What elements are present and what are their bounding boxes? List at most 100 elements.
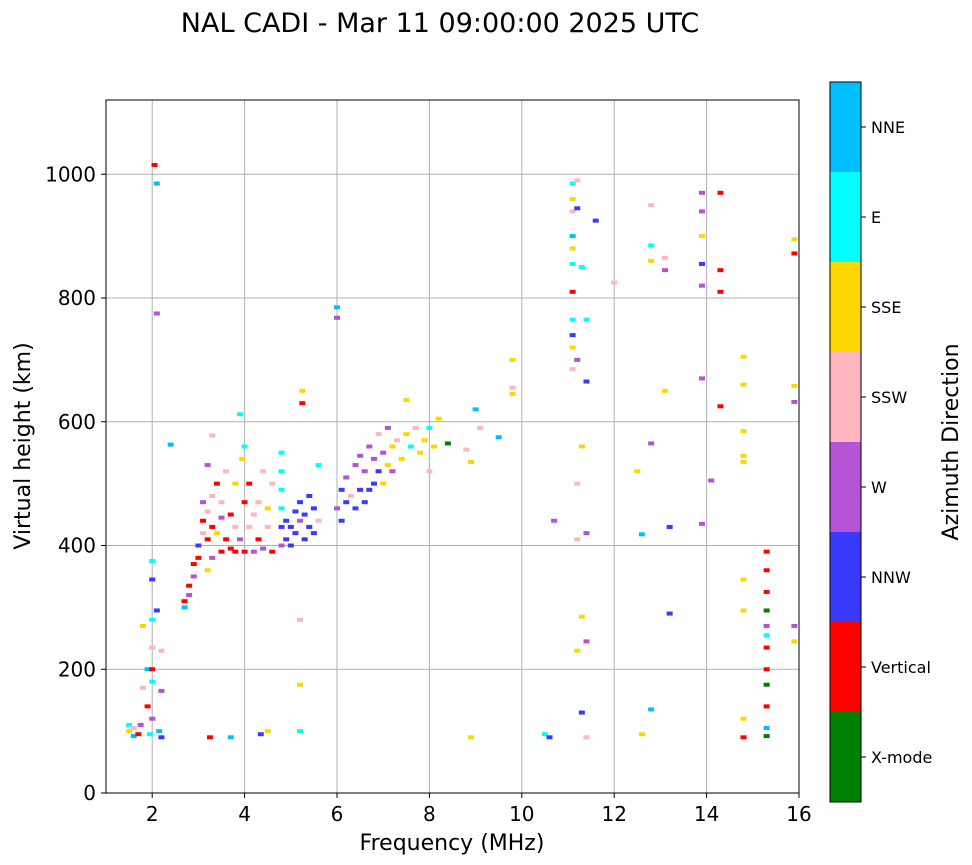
echo-point: [384, 425, 391, 430]
y-tick-label: 1000: [45, 162, 96, 186]
echo-point: [791, 623, 798, 628]
echo-point: [334, 506, 340, 511]
echo-point: [315, 463, 322, 468]
plot-frame: [105, 99, 800, 794]
echo-point: [195, 555, 202, 560]
echo-point: [310, 506, 317, 511]
echo-point: [638, 532, 645, 537]
colorbar-label: W: [871, 478, 887, 497]
echo-point: [283, 518, 290, 523]
echo-point: [370, 456, 377, 461]
echo-point: [569, 333, 576, 338]
echo-point: [361, 500, 368, 505]
echo-point: [213, 481, 220, 486]
echo-point: [135, 732, 142, 737]
echo-point: [204, 537, 211, 542]
echo-point: [578, 444, 585, 449]
echo-point: [139, 685, 146, 690]
echo-point: [186, 583, 193, 588]
echo-point: [343, 500, 350, 505]
echo-point: [153, 608, 160, 613]
echo-point: [149, 679, 156, 684]
echo-point: [791, 639, 798, 644]
echo-point: [698, 209, 705, 214]
echo-point: [306, 524, 313, 529]
echo-point: [435, 416, 442, 421]
echo-point: [204, 568, 211, 573]
echo-point: [343, 475, 350, 480]
echo-point: [509, 357, 516, 362]
echo-point: [158, 735, 165, 740]
echo-point: [648, 707, 655, 712]
echo-point: [223, 469, 230, 474]
echo-point: [403, 432, 410, 437]
echo-point: [218, 515, 225, 520]
y-tick-label: 200: [58, 657, 96, 681]
echo-point: [206, 735, 213, 740]
echo-point: [740, 429, 747, 434]
echo-point: [151, 162, 158, 167]
y-tick-label: 0: [83, 781, 96, 805]
echo-point: [357, 453, 364, 458]
echo-point: [190, 574, 197, 579]
echo-point: [269, 549, 276, 554]
echo-point: [380, 481, 387, 486]
echo-point: [310, 531, 317, 536]
echo-point: [574, 178, 581, 183]
echo-point: [569, 317, 576, 322]
colorbar-segment: [830, 712, 861, 802]
data-points: [126, 162, 798, 740]
echo-point: [186, 593, 193, 597]
echo-point: [708, 478, 715, 483]
echo-point: [431, 444, 438, 449]
echo-point: [791, 251, 798, 256]
echo-point: [200, 531, 207, 536]
echo-point: [578, 710, 585, 715]
echo-point: [366, 444, 373, 449]
echo-point: [223, 537, 230, 542]
echo-point: [763, 623, 770, 628]
colorbar-segment: [830, 262, 861, 352]
echo-point: [648, 441, 655, 446]
echo-point: [763, 589, 770, 594]
colorbar-segment: [830, 82, 861, 172]
echo-point: [384, 463, 391, 468]
echo-point: [574, 357, 581, 362]
echo-point: [190, 562, 197, 567]
echo-point: [181, 605, 188, 610]
echo-point: [236, 412, 243, 417]
echo-point: [255, 500, 262, 505]
echo-point: [264, 524, 271, 529]
echo-point: [740, 577, 747, 582]
echo-point: [241, 549, 248, 554]
echo-point: [334, 305, 340, 310]
echo-point: [250, 549, 257, 554]
echo-point: [444, 441, 451, 446]
echo-point: [239, 456, 246, 461]
x-tick-label: 14: [694, 802, 719, 826]
grid-lines: [106, 100, 800, 794]
colorbar-label: NNE: [871, 118, 905, 137]
echo-point: [592, 218, 599, 223]
echo-point: [144, 704, 151, 709]
echo-point: [763, 682, 770, 687]
echo-point: [638, 732, 645, 737]
echo-point: [698, 190, 705, 195]
colorbar-segment: [830, 172, 861, 262]
echo-point: [292, 531, 299, 536]
echo-point: [551, 518, 558, 523]
echo-point: [740, 453, 747, 458]
echo-point: [334, 315, 340, 320]
echo-point: [278, 543, 285, 548]
echo-point: [126, 729, 133, 734]
echo-point: [149, 558, 156, 563]
echo-point: [301, 537, 308, 542]
echo-point: [204, 509, 211, 514]
echo-point: [509, 385, 516, 390]
echo-point: [569, 197, 576, 201]
echo-point: [278, 487, 285, 492]
echo-point: [375, 432, 382, 437]
echo-point: [278, 469, 285, 474]
echo-point: [139, 623, 146, 628]
